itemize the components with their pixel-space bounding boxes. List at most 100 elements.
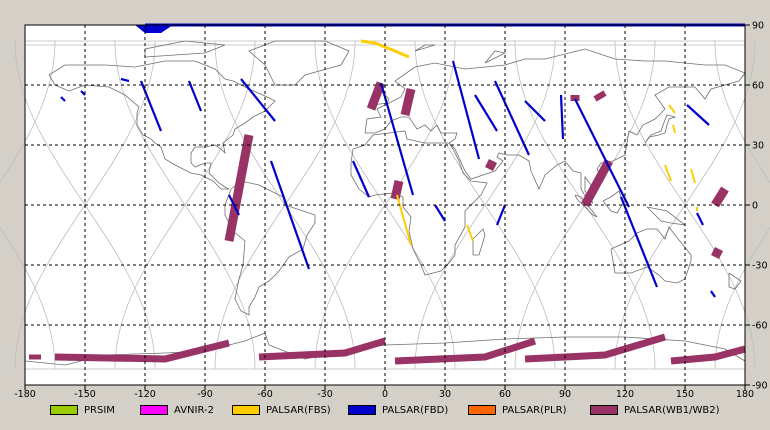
fbd-strip	[228, 194, 240, 216]
legend-swatch	[232, 405, 260, 415]
legend-label: PALSAR(FBS)	[266, 404, 331, 416]
legend-item-avnir2: AVNIR-2	[140, 403, 214, 417]
x-tick-label: 90	[559, 389, 571, 400]
fbd-strip	[120, 77, 130, 83]
legend-swatch	[140, 405, 168, 415]
wb-antarctic-arc	[258, 337, 387, 361]
orbit-track	[0, 226, 56, 370]
wb-strip	[484, 158, 498, 172]
legend-swatch	[348, 405, 376, 415]
fbd-strip	[495, 204, 507, 226]
madagascar-coast	[472, 228, 486, 256]
arctic-island-coast	[414, 44, 436, 52]
arctic-island-coast	[484, 50, 507, 64]
fbd-strip	[269, 160, 311, 270]
wb-antarctic-arc	[54, 339, 230, 363]
wb-strip	[224, 134, 254, 242]
orbit-track	[0, 40, 56, 184]
x-tick-label: 0	[382, 389, 388, 400]
y-tick-label: -30	[752, 261, 768, 272]
wb-antarctic-arc	[670, 345, 746, 365]
legend-label: AVNIR-2	[174, 404, 214, 416]
legend-label: PALSAR(WB1/WB2)	[624, 404, 720, 416]
axis-ticks: -180 -150 -120 -90 -60 -30 0 30 60 90 120 150 180 90 6…	[14, 21, 767, 401]
fbd-strip	[451, 60, 481, 160]
orbit-track	[414, 40, 556, 370]
wb-strip	[710, 246, 724, 260]
fbd-strip	[619, 196, 659, 288]
fbd-strip	[60, 96, 66, 102]
y-tick-label: 90	[752, 21, 764, 32]
north-america-coast	[48, 60, 276, 190]
wb-antarctic-arc	[394, 337, 537, 365]
fbs-strip	[664, 164, 672, 182]
fbs-strip	[668, 104, 676, 114]
x-tick-label: 150	[676, 389, 694, 400]
fbs-strip	[466, 224, 474, 242]
fbd-strip	[696, 212, 704, 226]
x-tick-label: -120	[134, 389, 156, 400]
fbd-strip	[240, 78, 276, 122]
orbit-track	[714, 226, 770, 370]
wb-strip	[581, 158, 613, 208]
fbd-strip	[434, 204, 446, 222]
x-tick-label: -180	[14, 389, 36, 400]
fbd-strip	[710, 290, 716, 298]
lat-lon-grid	[25, 25, 745, 385]
world-coverage-map: -180 -150 -120 -90 -60 -30 0 30 60 90 120 150 180 90 6…	[0, 20, 770, 401]
japan-coast	[644, 114, 677, 144]
orbit-track	[714, 40, 770, 184]
wb-strip	[711, 186, 729, 208]
fbd-strip	[686, 104, 710, 126]
new-zealand-coast	[728, 272, 742, 290]
fbd-strip	[139, 80, 163, 132]
wb-antarctic-arc	[524, 333, 667, 363]
wb-strip	[366, 81, 386, 111]
wb-strip	[593, 90, 607, 102]
fbd-strip	[559, 94, 565, 140]
fbd-strip	[187, 80, 203, 112]
x-tick-label: 60	[499, 389, 511, 400]
x-tick-label: 120	[616, 389, 634, 400]
fbd-strip	[574, 98, 630, 208]
fbs-strip	[690, 168, 696, 184]
legend-label: PALSAR(FBD)	[382, 404, 449, 416]
australia-coast	[610, 226, 692, 284]
y-tick-label: -60	[752, 321, 768, 332]
legend-item-palsar-fbs: PALSAR(FBS)	[232, 403, 331, 417]
new-guinea-coast	[646, 206, 687, 226]
x-tick-label: -150	[74, 389, 96, 400]
fbs-strip	[396, 194, 412, 246]
legend-item-prism: PRSIM	[50, 403, 115, 417]
sumatra-coast	[574, 194, 598, 218]
fbd-strip	[351, 160, 371, 198]
legend-swatch	[50, 405, 78, 415]
wb-strip	[390, 180, 404, 200]
fbd-strip	[474, 94, 498, 132]
fbd-strip	[494, 80, 530, 156]
x-tick-label: -60	[257, 389, 273, 400]
x-tick-label: -30	[317, 389, 333, 400]
fbd-strip	[379, 82, 415, 196]
legend-label: PALSAR(PLR)	[502, 404, 567, 416]
x-tick-label: 30	[439, 389, 451, 400]
fbs-arc	[360, 39, 410, 59]
fbd-strip	[524, 100, 546, 122]
orbit-track	[114, 40, 256, 370]
x-tick-label: -90	[197, 389, 213, 400]
greenland-coast	[248, 40, 350, 86]
legend-item-palsar-plr: PALSAR(PLR)	[468, 403, 566, 417]
legend: PRSIM AVNIR-2 PALSAR(FBS) PALSAR(FBD) PA…	[0, 399, 770, 423]
y-tick-label: 60	[752, 81, 764, 92]
x-tick-label: 180	[736, 389, 754, 400]
legend-swatch	[590, 405, 618, 415]
legend-swatch	[468, 405, 496, 415]
y-tick-label: 0	[752, 201, 758, 212]
fbd-strip	[80, 90, 86, 96]
fbs-strip	[672, 124, 676, 134]
legend-label: PRSIM	[84, 404, 115, 416]
y-tick-label: 30	[752, 141, 764, 152]
legend-item-palsar-wb: PALSAR(WB1/WB2)	[590, 403, 720, 417]
legend-item-palsar-fbd: PALSAR(FBD)	[348, 403, 448, 417]
